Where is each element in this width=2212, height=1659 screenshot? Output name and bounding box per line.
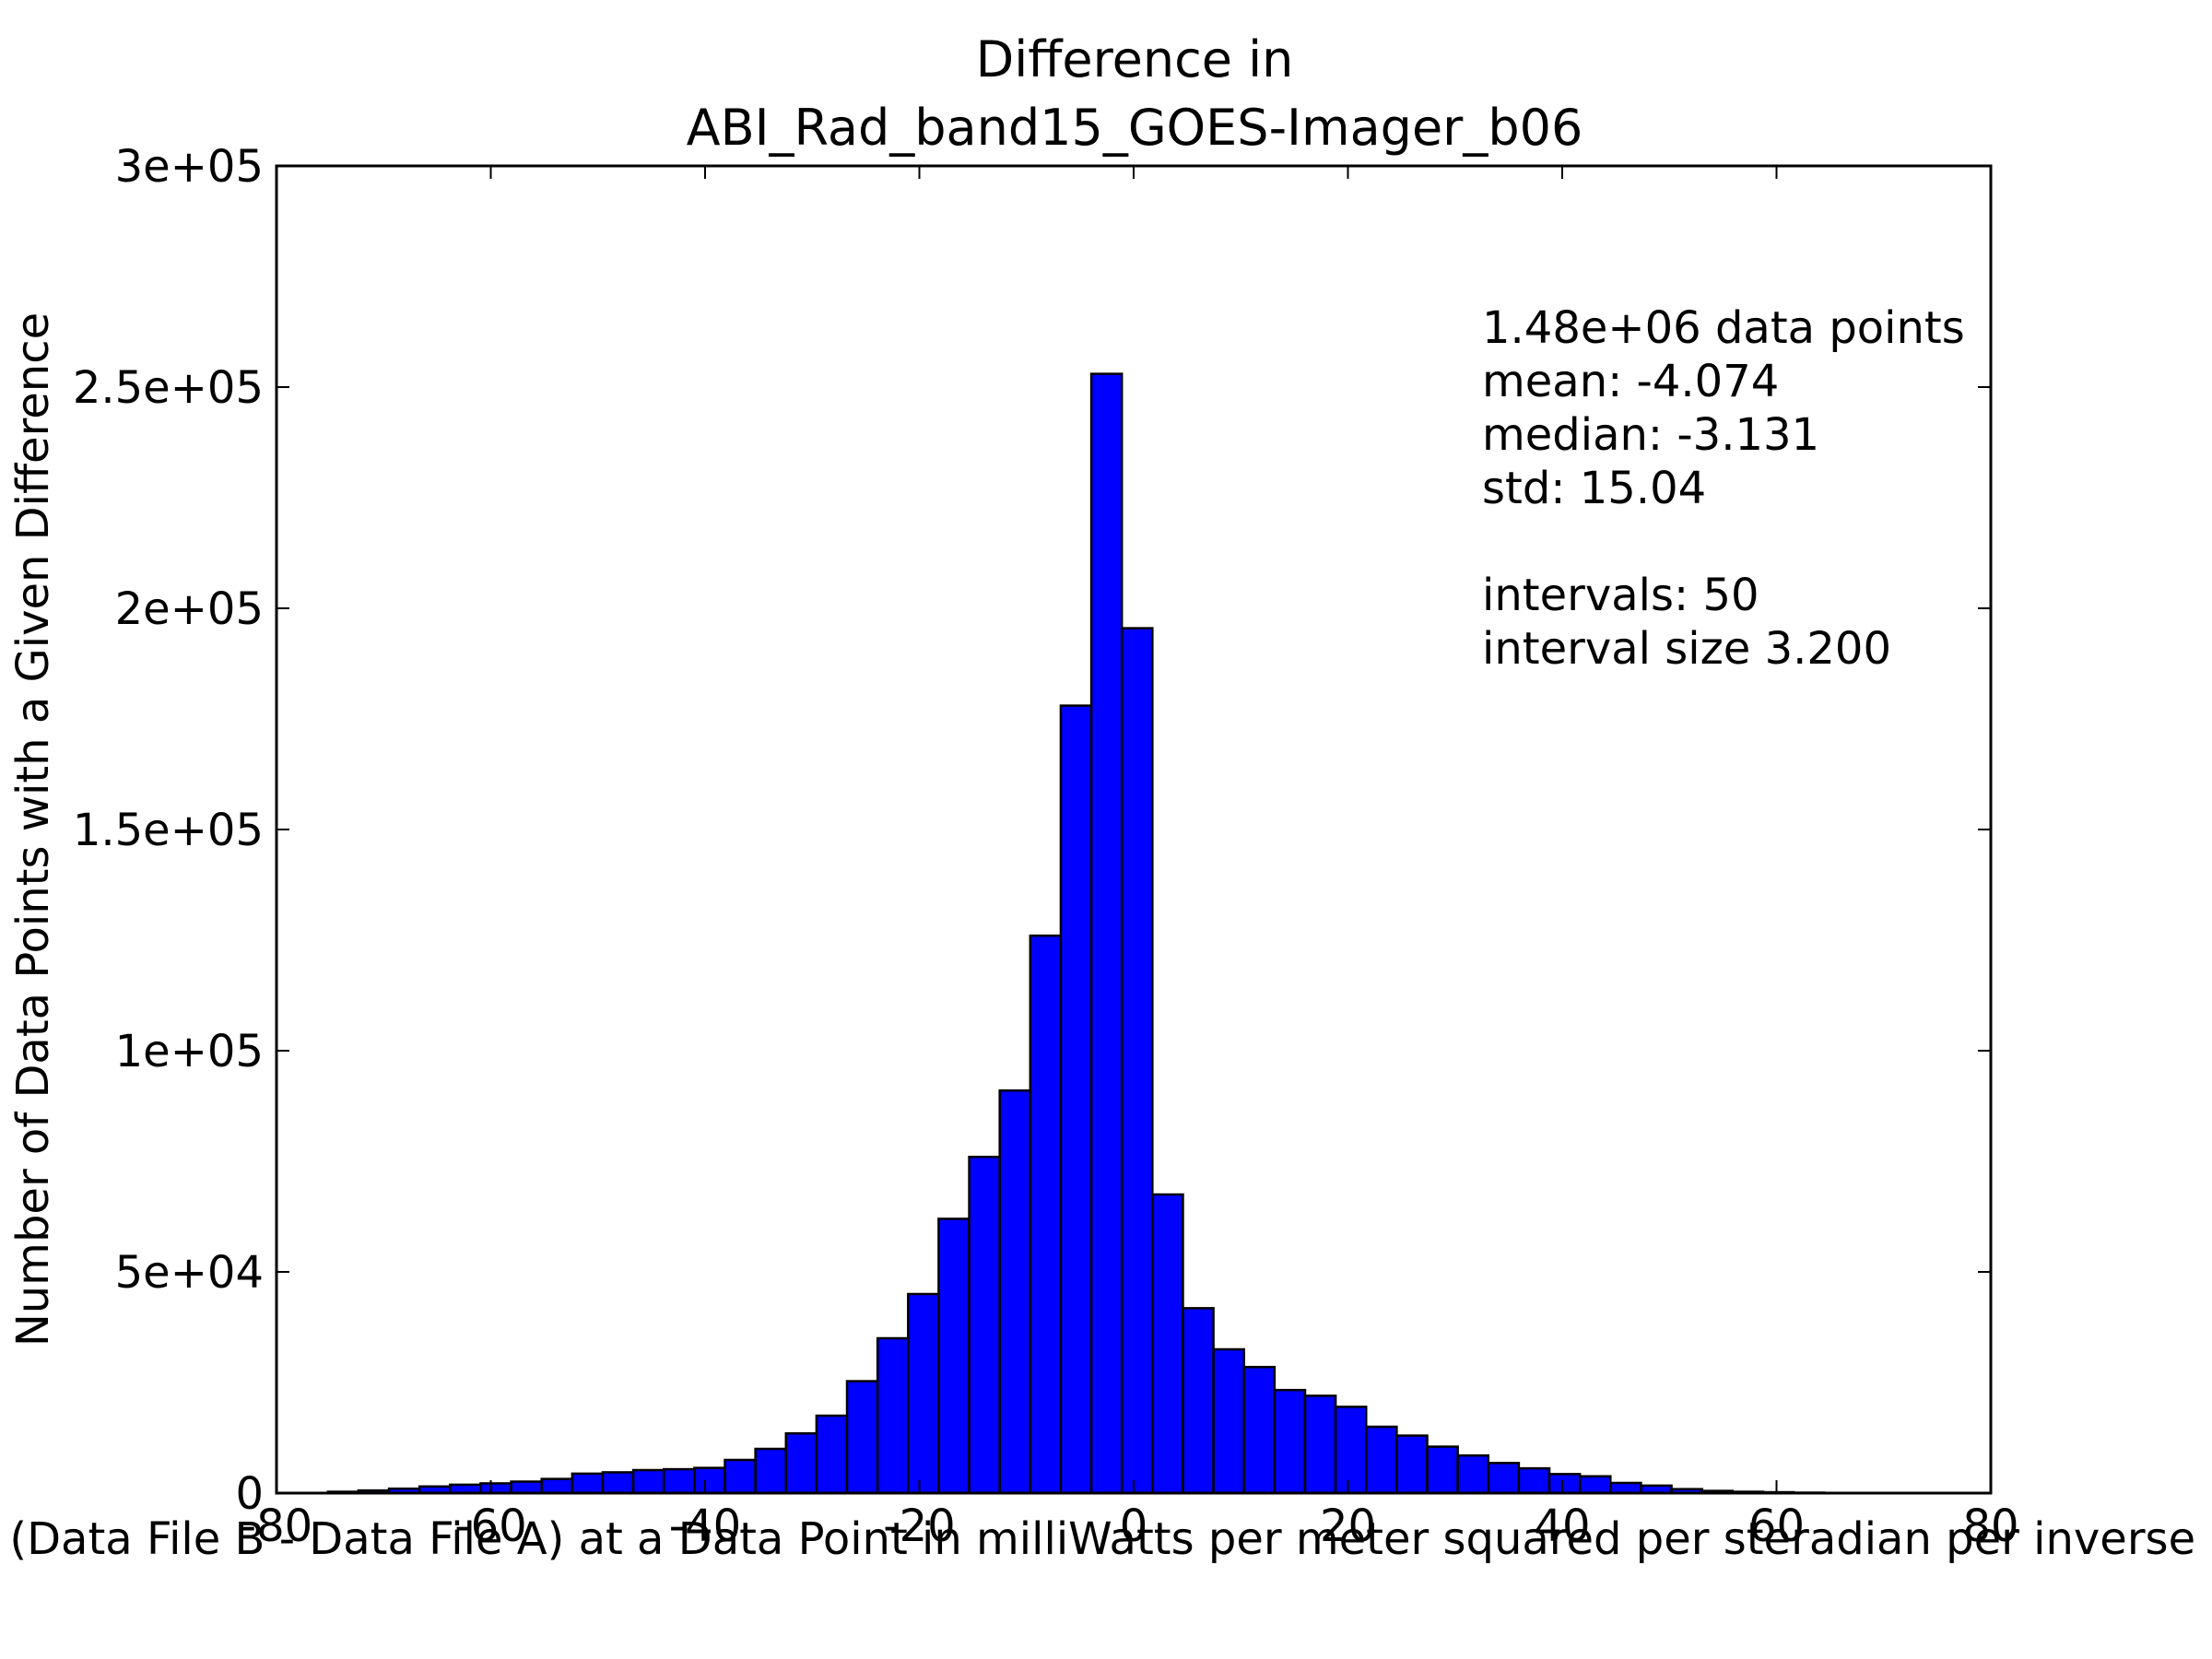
y-tick-label-1: 5e+04 <box>115 1247 264 1299</box>
histogram-bar-6 <box>510 1480 543 1495</box>
x-tick-label-7: 60 <box>1748 1500 1805 1552</box>
y-tick-label-0: 0 <box>235 1468 264 1520</box>
annotation-data-points: 1.48e+06 data points <box>1482 302 1965 354</box>
histogram-bar-28 <box>1182 1307 1215 1495</box>
chart-title: Difference in ABI_Rad_band15_GOES-Imager… <box>687 30 1583 157</box>
x-tick-label-0: -80 <box>241 1500 312 1552</box>
histogram-bar-12 <box>693 1466 726 1495</box>
histogram-bar-22 <box>998 1088 1032 1495</box>
histogram-bar-15 <box>784 1431 818 1495</box>
histogram-bar-20 <box>937 1218 971 1495</box>
y-tick-label-2: 1e+05 <box>115 1026 264 1077</box>
y-axis-tick-labels: 0 5e+04 1e+05 1.5e+05 2e+05 2.5e+05 3e+05 <box>73 141 264 1520</box>
x-axis-label: Value of (Data File B - Data File A) at … <box>0 1513 2212 1565</box>
histogram-bar-14 <box>754 1447 788 1495</box>
histogram-bar-9 <box>601 1471 635 1495</box>
histogram-bar-37 <box>1456 1453 1490 1495</box>
histogram-bar-18 <box>876 1336 910 1495</box>
y-tick-label-3: 1.5e+05 <box>73 805 264 856</box>
histogram-bar-35 <box>1395 1434 1429 1495</box>
histogram-bar-21 <box>968 1155 1001 1495</box>
histogram-bar-23 <box>1029 934 1063 1495</box>
chart-title-line-2: ABI_Rad_band15_GOES-Imager_b06 <box>687 99 1583 157</box>
histogram-bar-10 <box>631 1468 665 1495</box>
x-tick-label-3: -20 <box>883 1500 955 1552</box>
y-tick-label-6: 3e+05 <box>115 141 264 193</box>
x-tick-label-6: 40 <box>1534 1500 1590 1552</box>
x-tick-label-1: -60 <box>454 1500 526 1552</box>
histogram-bar-13 <box>724 1458 757 1495</box>
histogram-bar-34 <box>1365 1425 1398 1495</box>
x-axis-tick-labels: -80 -60 -40 -20 0 20 40 60 80 <box>241 1500 2019 1552</box>
histogram-bar-42 <box>1609 1481 1642 1495</box>
histogram-bar-27 <box>1151 1193 1184 1495</box>
histogram-bar-26 <box>1120 627 1154 1495</box>
annotation-median: median: -3.131 <box>1482 409 1819 461</box>
histogram-bar-30 <box>1242 1365 1277 1495</box>
histogram-bar-24 <box>1059 704 1093 1495</box>
histogram-bar-36 <box>1426 1445 1459 1495</box>
x-tick-label-4: 0 <box>1120 1500 1148 1552</box>
x-tick-label-8: 80 <box>1962 1500 2018 1552</box>
y-tick-label-4: 2e+05 <box>115 583 264 635</box>
histogram-bar-32 <box>1303 1394 1337 1495</box>
annotation-std: std: 15.04 <box>1482 463 1706 514</box>
histogram-bar-39 <box>1517 1466 1551 1495</box>
histogram-bar-17 <box>845 1380 879 1495</box>
axis-ticks <box>276 165 1992 1494</box>
x-tick-label-5: 20 <box>1320 1500 1376 1552</box>
stats-annotation: 1.48e+06 data points mean: -4.074 median… <box>1482 302 1965 675</box>
annotation-mean: mean: -4.074 <box>1482 356 1779 407</box>
histogram-bar-25 <box>1089 372 1124 1495</box>
histogram-bar-16 <box>815 1414 849 1495</box>
histogram-bar-19 <box>907 1292 940 1495</box>
histogram-bars <box>326 372 1856 1495</box>
y-tick-label-5: 2.5e+05 <box>73 362 264 414</box>
chart-title-line-1: Difference in <box>976 30 1294 88</box>
histogram-bar-8 <box>571 1472 605 1495</box>
histogram-bar-29 <box>1212 1347 1245 1495</box>
histogram-bar-11 <box>662 1467 696 1495</box>
annotation-intervals: intervals: 50 <box>1482 570 1759 621</box>
histogram-bar-41 <box>1578 1475 1612 1495</box>
x-tick-label-2: -40 <box>669 1500 741 1552</box>
histogram-bar-38 <box>1487 1462 1521 1495</box>
histogram-bar-5 <box>479 1482 512 1495</box>
histogram-bar-7 <box>540 1477 574 1495</box>
histogram-bar-31 <box>1273 1388 1307 1495</box>
histogram-bar-33 <box>1334 1406 1368 1495</box>
annotation-interval-size: interval size 3.200 <box>1482 623 1891 675</box>
y-axis-label: Number of Data Points with a Given Diffe… <box>7 312 59 1347</box>
histogram-bar-40 <box>1547 1473 1582 1495</box>
